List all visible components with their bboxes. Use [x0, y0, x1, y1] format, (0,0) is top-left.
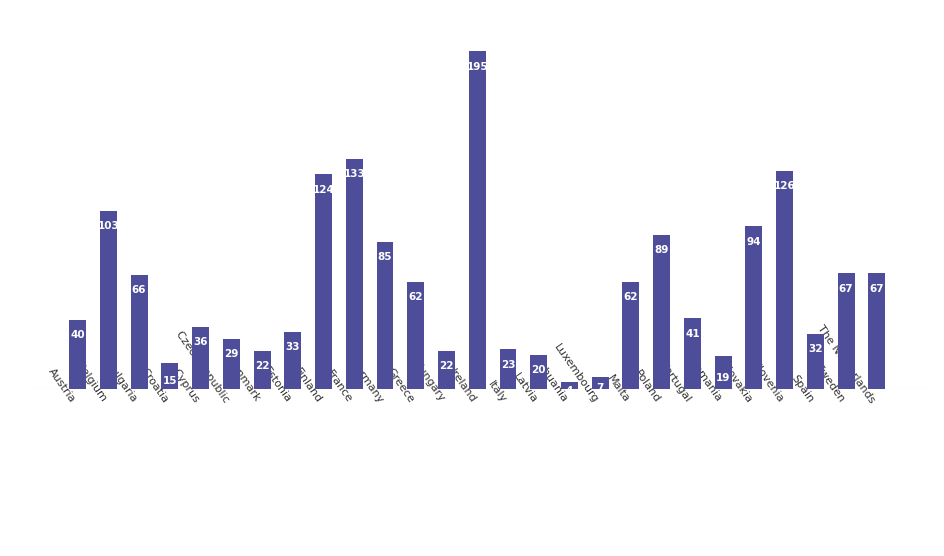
Bar — [622, 282, 639, 389]
Text: 62: 62 — [623, 292, 637, 302]
Text: 89: 89 — [654, 245, 668, 255]
Text: 23: 23 — [500, 360, 514, 370]
Text: 133: 133 — [343, 169, 364, 179]
Text: 36: 36 — [194, 337, 208, 347]
Text: 33: 33 — [285, 342, 299, 353]
Bar — [745, 226, 762, 389]
Bar — [806, 334, 823, 389]
Bar — [468, 51, 485, 389]
Text: 41: 41 — [684, 329, 699, 339]
Text: 94: 94 — [746, 237, 760, 247]
Text: 66: 66 — [132, 285, 146, 295]
Bar — [284, 332, 301, 389]
Text: 7: 7 — [596, 383, 603, 393]
Bar — [438, 351, 454, 389]
Text: 15: 15 — [162, 376, 177, 386]
Text: 195: 195 — [466, 62, 487, 72]
Bar — [714, 356, 731, 389]
Text: 85: 85 — [378, 252, 392, 262]
Bar — [69, 320, 86, 389]
Bar — [223, 339, 240, 389]
Bar — [652, 235, 669, 389]
Bar — [407, 282, 424, 389]
Bar — [314, 175, 331, 389]
Text: 62: 62 — [408, 292, 423, 302]
Bar — [868, 273, 885, 389]
Text: 19: 19 — [716, 373, 730, 383]
Text: 67: 67 — [868, 284, 884, 294]
Text: 103: 103 — [97, 221, 119, 231]
Bar — [591, 377, 608, 389]
Bar — [192, 327, 209, 389]
Text: 67: 67 — [838, 284, 852, 294]
Bar — [130, 275, 147, 389]
Bar — [376, 242, 393, 389]
Bar — [775, 171, 792, 389]
Bar — [161, 363, 178, 389]
Bar — [530, 355, 547, 389]
Bar — [561, 383, 578, 389]
Text: 22: 22 — [439, 361, 453, 371]
Text: 22: 22 — [255, 361, 269, 371]
Bar — [836, 273, 853, 389]
Bar — [346, 159, 362, 389]
Text: 4: 4 — [565, 386, 572, 396]
Legend: Number of organisations - EU Members States: Number of organisations - EU Members Sta… — [7, 554, 341, 556]
Text: 40: 40 — [70, 330, 85, 340]
Text: 20: 20 — [531, 365, 546, 375]
Text: 29: 29 — [224, 349, 238, 359]
Text: 32: 32 — [807, 344, 821, 354]
Bar — [499, 349, 515, 389]
Text: 124: 124 — [312, 185, 334, 195]
Bar — [683, 318, 700, 389]
Text: 126: 126 — [773, 181, 795, 191]
Bar — [253, 351, 270, 389]
Bar — [100, 211, 117, 389]
